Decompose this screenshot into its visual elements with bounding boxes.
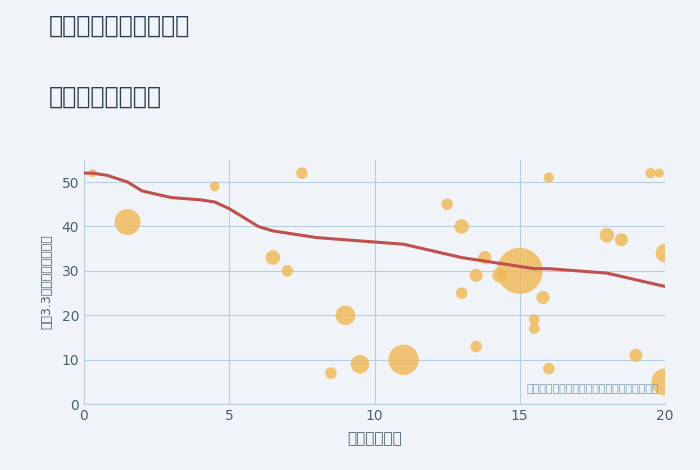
Point xyxy=(514,267,525,274)
Point xyxy=(470,343,482,350)
Y-axis label: 坪（3.3㎡）単価（万円）: 坪（3.3㎡）単価（万円） xyxy=(40,235,53,329)
Point xyxy=(631,352,642,359)
Point xyxy=(470,272,482,279)
Point xyxy=(456,290,468,297)
Point xyxy=(543,174,554,181)
Point xyxy=(281,267,293,274)
Point xyxy=(354,360,365,368)
Point xyxy=(538,294,549,301)
Text: 駅距離別土地価格: 駅距離別土地価格 xyxy=(49,85,162,109)
Point xyxy=(654,169,665,177)
Text: 円の大きさは、取引のあった物件面積を示す: 円の大きさは、取引のあった物件面積を示す xyxy=(526,384,659,394)
Point xyxy=(87,169,98,177)
Point xyxy=(296,169,307,177)
Point xyxy=(326,369,337,377)
X-axis label: 駅距離（分）: 駅距離（分） xyxy=(347,431,402,446)
Point xyxy=(267,254,279,261)
Point xyxy=(398,356,409,363)
Point xyxy=(456,223,468,230)
Point xyxy=(616,236,627,243)
Point xyxy=(122,218,133,226)
Point xyxy=(480,254,491,261)
Point xyxy=(494,272,505,279)
Point xyxy=(209,183,220,190)
Point xyxy=(528,316,540,323)
Point xyxy=(659,250,671,257)
Point xyxy=(659,378,671,386)
Text: 奈良県奈良市五条町の: 奈良県奈良市五条町の xyxy=(49,14,190,38)
Point xyxy=(528,325,540,332)
Point xyxy=(601,232,612,239)
Point xyxy=(645,169,656,177)
Point xyxy=(442,201,453,208)
Point xyxy=(340,312,351,319)
Point xyxy=(543,365,554,372)
